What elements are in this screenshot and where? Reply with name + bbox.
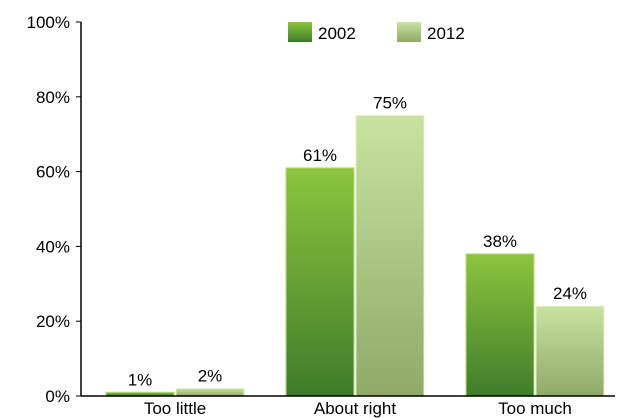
bar-2012-too-little <box>175 388 245 397</box>
x-category-label-too-little: Too little <box>144 399 206 418</box>
y-tick-label-60: 60% <box>36 163 70 182</box>
data-label-2012-about-right: 75% <box>373 94 407 113</box>
legend-swatch-2002 <box>288 22 312 42</box>
y-axis-ticks: 0% 20% 40% 60% 80% 100% <box>27 13 81 406</box>
legend-item-2012: 2012 <box>397 22 465 43</box>
legend-swatch-2012 <box>397 22 421 42</box>
bars-layer <box>105 115 605 397</box>
bar-2002-about-right <box>285 167 355 397</box>
data-labels-layer: 1% 2% 61% 75% 38% 24% <box>128 94 587 390</box>
x-category-label-about-right: About right <box>314 399 396 418</box>
y-tick-label-80: 80% <box>36 88 70 107</box>
data-label-2002-about-right: 61% <box>303 146 337 165</box>
y-tick-label-0: 0% <box>45 387 70 406</box>
data-label-2012-too-much: 24% <box>553 284 587 303</box>
x-category-label-too-much: Too much <box>498 399 572 418</box>
data-label-2002-too-much: 38% <box>483 232 517 251</box>
legend-label-2012: 2012 <box>427 24 465 43</box>
y-tick-label-40: 40% <box>36 237 70 256</box>
bar-2002-too-much <box>465 253 535 397</box>
data-label-2012-too-little: 2% <box>198 367 223 386</box>
bar-2012-about-right <box>355 115 425 397</box>
x-axis-categories: Too little About right Too much <box>144 399 572 418</box>
legend-label-2002: 2002 <box>318 24 356 43</box>
y-tick-label-100: 100% <box>27 13 70 32</box>
y-tick-label-20: 20% <box>36 312 70 331</box>
legend: 2002 2012 <box>288 22 465 43</box>
bar-2012-too-much <box>535 305 605 397</box>
data-label-2002-too-little: 1% <box>128 370 153 389</box>
legend-item-2002: 2002 <box>288 22 356 43</box>
